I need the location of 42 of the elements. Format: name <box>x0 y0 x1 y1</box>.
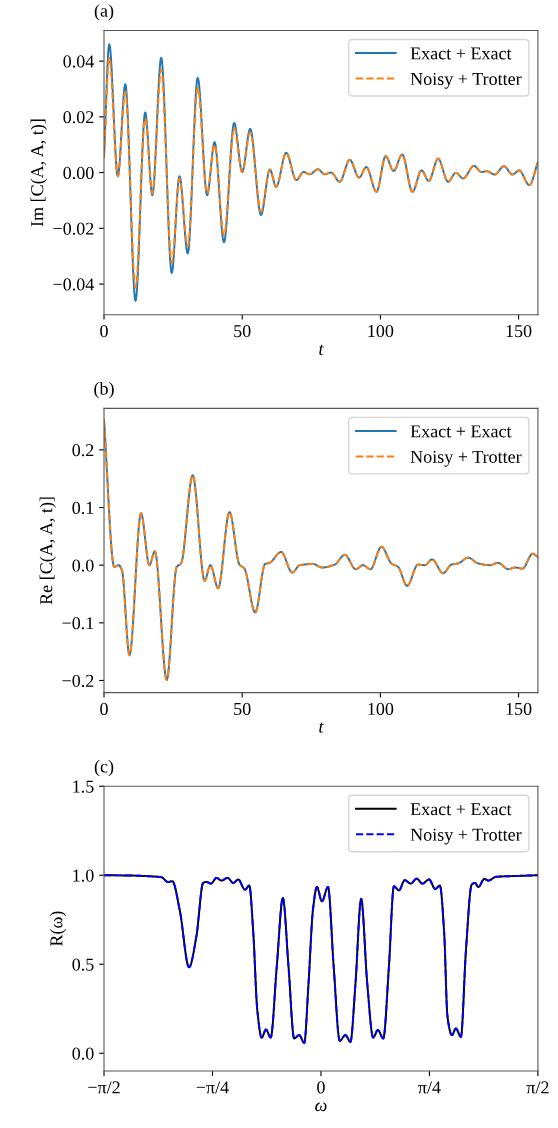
y-axis-title: Im [C(A, A, t)] <box>30 119 47 227</box>
y-tick-label: 0.5 <box>72 958 94 971</box>
x-tick-label: 100 <box>368 324 394 338</box>
x-tick-label: π/2 <box>526 1081 549 1094</box>
x-axis-title: t <box>319 344 324 355</box>
x-tick-label: 150 <box>506 324 532 338</box>
y-tick-label: −0.02 <box>53 222 94 235</box>
y-tick-label: 0.2 <box>72 444 94 457</box>
x-tick-label: 150 <box>506 702 532 716</box>
y-tick-label: −0.04 <box>53 278 95 291</box>
y-tick-label: 0.04 <box>63 55 95 68</box>
y-tick-label: −0.1 <box>62 617 94 630</box>
x-tick-label: π/4 <box>418 1081 441 1094</box>
y-tick-label: −0.2 <box>62 674 94 687</box>
x-tick-label: 100 <box>368 702 394 716</box>
x-tick-label: −π/4 <box>196 1081 229 1094</box>
y-tick-label: 0.02 <box>63 111 94 124</box>
chart-title: (c) <box>94 759 114 777</box>
legend-label: Exact + Exact <box>410 803 512 816</box>
x-tick-label: 50 <box>234 324 251 338</box>
y-tick-label: 0.1 <box>72 501 94 515</box>
y-tick-label: 0.0 <box>72 559 94 572</box>
x-axis-title: ω <box>315 1102 327 1112</box>
y-tick-label: 1.0 <box>73 869 94 882</box>
y-axis-title: R(ω) <box>49 911 67 947</box>
y-tick-label: 1.5 <box>73 780 94 793</box>
legend-label: Noisy + Trotter <box>410 828 522 845</box>
x-tick-label: −π/2 <box>88 1081 120 1094</box>
x-axis-title: t <box>319 722 324 733</box>
legend-label: Exact + Exact <box>410 425 512 438</box>
x-tick-label: 0 <box>100 324 108 338</box>
legend-label: Noisy + Trotter <box>410 450 522 467</box>
y-tick-label: 0.00 <box>63 166 94 180</box>
legend-label: Noisy + Trotter <box>410 72 522 89</box>
x-tick-label: 0 <box>317 1081 325 1094</box>
y-tick-label: 0.0 <box>72 1047 94 1060</box>
x-tick-label: 50 <box>234 702 251 716</box>
y-axis-title: Re [C(A, A, t)] <box>39 497 56 605</box>
chart-title: (a) <box>94 4 114 21</box>
chart-title: (b) <box>94 382 114 399</box>
legend-label: Exact + Exact <box>410 47 512 60</box>
x-tick-label: 0 <box>100 702 108 716</box>
